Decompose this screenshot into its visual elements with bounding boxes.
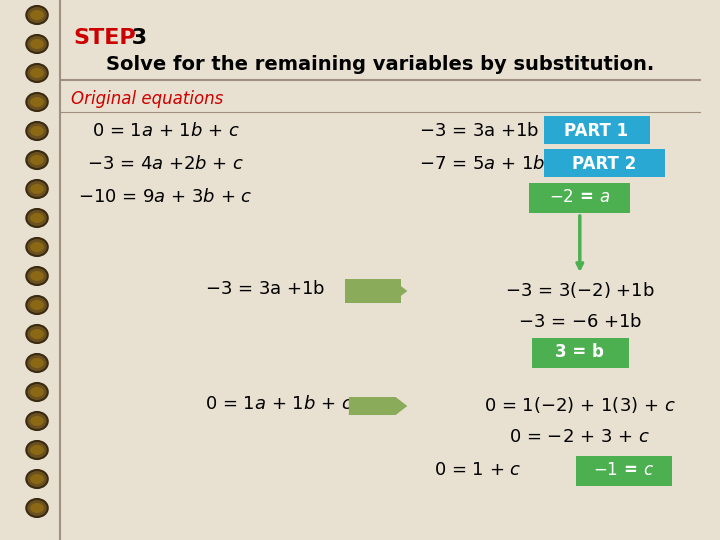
- Text: $-3$ = 3a +1b: $-3$ = 3a +1b: [419, 122, 539, 140]
- Ellipse shape: [27, 499, 48, 517]
- Text: $-3$ = 3($-2$) +1b: $-3$ = 3($-2$) +1b: [505, 280, 654, 300]
- Ellipse shape: [27, 93, 48, 111]
- Text: STEP: STEP: [73, 28, 135, 48]
- Ellipse shape: [27, 441, 48, 459]
- Ellipse shape: [30, 387, 44, 397]
- Ellipse shape: [27, 383, 48, 401]
- Ellipse shape: [27, 325, 48, 343]
- Text: $-3$ = 4$\it{a}$ +2$\it{b}$ + $\it{c}$: $-3$ = 4$\it{a}$ +2$\it{b}$ + $\it{c}$: [87, 155, 244, 173]
- Ellipse shape: [27, 354, 48, 372]
- Ellipse shape: [27, 64, 48, 82]
- Ellipse shape: [27, 296, 48, 314]
- FancyBboxPatch shape: [544, 149, 665, 177]
- Text: 0 = 1$\it{a}$ + 1$\it{b}$ + $\it{c}$: 0 = 1$\it{a}$ + 1$\it{b}$ + $\it{c}$: [204, 395, 353, 413]
- FancyArrow shape: [349, 282, 408, 300]
- Ellipse shape: [30, 10, 44, 20]
- Ellipse shape: [30, 213, 44, 223]
- Ellipse shape: [30, 503, 44, 513]
- Text: 0 = 1$\it{a}$ + 1$\it{b}$ + $\it{c}$: 0 = 1$\it{a}$ + 1$\it{b}$ + $\it{c}$: [91, 122, 240, 140]
- Text: 3: 3: [124, 28, 147, 48]
- Ellipse shape: [30, 474, 44, 484]
- Text: PART 2: PART 2: [572, 155, 636, 173]
- Ellipse shape: [30, 329, 44, 339]
- FancyBboxPatch shape: [345, 279, 400, 303]
- Ellipse shape: [27, 412, 48, 430]
- Text: $-7$ = 5$\it{a}$ + 1$\it{b}$: $-7$ = 5$\it{a}$ + 1$\it{b}$: [419, 155, 545, 173]
- Text: 0 = 1($-2$) + 1(3) + $\it{c}$: 0 = 1($-2$) + 1(3) + $\it{c}$: [484, 395, 675, 415]
- Text: $-10$ = 9$\it{a}$ + 3$\it{b}$ + $\it{c}$: $-10$ = 9$\it{a}$ + 3$\it{b}$ + $\it{c}$: [78, 188, 253, 206]
- Ellipse shape: [27, 151, 48, 169]
- FancyArrow shape: [349, 397, 408, 415]
- Text: PART 1: PART 1: [564, 122, 629, 140]
- Ellipse shape: [30, 242, 44, 252]
- Text: Original equations: Original equations: [71, 90, 223, 108]
- Ellipse shape: [27, 180, 48, 198]
- Text: $-3$ = 3a +1b: $-3$ = 3a +1b: [204, 280, 325, 298]
- Text: 0 = 1 + $\it{c}$: 0 = 1 + $\it{c}$: [433, 461, 521, 479]
- Ellipse shape: [30, 300, 44, 310]
- Text: Solve for the remaining variables by substitution.: Solve for the remaining variables by sub…: [106, 55, 654, 74]
- Ellipse shape: [27, 6, 48, 24]
- Ellipse shape: [27, 470, 48, 488]
- Ellipse shape: [27, 122, 48, 140]
- Ellipse shape: [30, 126, 44, 136]
- Text: 0 = $-2$ + 3 + $\it{c}$: 0 = $-2$ + 3 + $\it{c}$: [510, 428, 650, 446]
- Ellipse shape: [30, 416, 44, 426]
- Ellipse shape: [30, 39, 44, 49]
- Text: 3 = b: 3 = b: [555, 343, 604, 361]
- FancyBboxPatch shape: [529, 183, 631, 213]
- Ellipse shape: [27, 35, 48, 53]
- Ellipse shape: [30, 68, 44, 78]
- Ellipse shape: [30, 184, 44, 194]
- FancyBboxPatch shape: [544, 116, 650, 144]
- Text: $-1$ = $\it{c}$: $-1$ = $\it{c}$: [593, 461, 654, 479]
- Ellipse shape: [27, 209, 48, 227]
- Text: $-2$ = $\it{a}$: $-2$ = $\it{a}$: [549, 188, 611, 206]
- FancyBboxPatch shape: [576, 456, 672, 486]
- FancyBboxPatch shape: [532, 338, 629, 368]
- Ellipse shape: [30, 271, 44, 281]
- Ellipse shape: [27, 238, 48, 256]
- Ellipse shape: [30, 445, 44, 455]
- Ellipse shape: [30, 97, 44, 107]
- Ellipse shape: [30, 358, 44, 368]
- Ellipse shape: [27, 267, 48, 285]
- Text: $-3$ = $-6$ +1b: $-3$ = $-6$ +1b: [518, 313, 642, 331]
- Ellipse shape: [30, 155, 44, 165]
